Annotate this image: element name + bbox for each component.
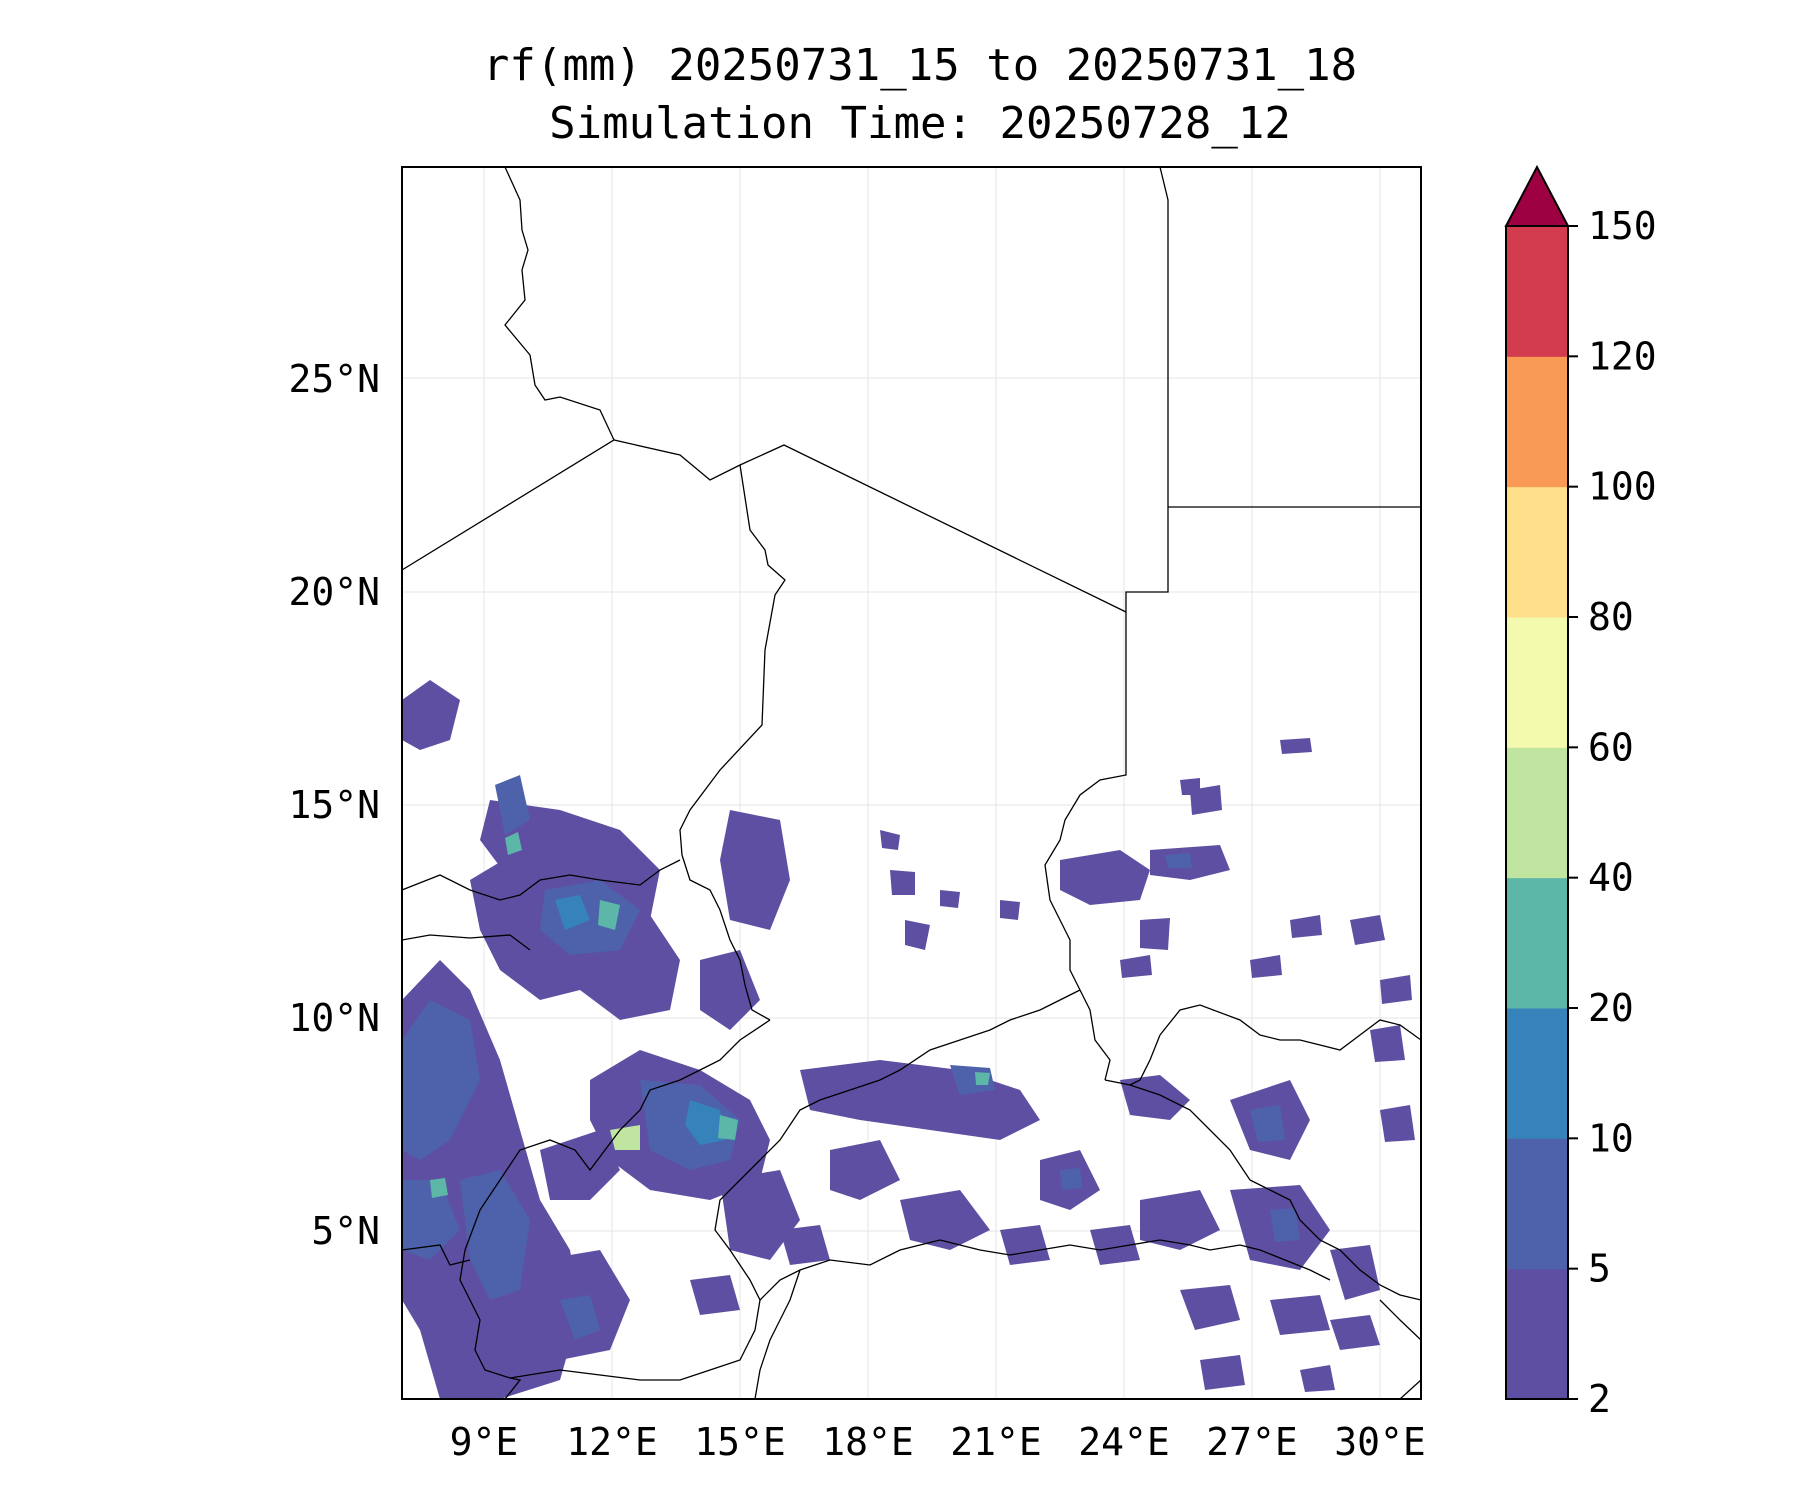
rain-region [690,1275,740,1315]
colorbar-segment [1506,617,1568,748]
map-subtitle: Simulation Time: 20250728_12 [549,98,1291,149]
rain-region [1140,1190,1220,1250]
lon-tick-label: 9°E [450,1420,519,1464]
colorbar-segment [1506,1008,1568,1139]
colorbar-segment [1506,226,1568,357]
rain-region [1270,1295,1330,1335]
rain-region [505,832,522,855]
lat-tick-label: 20°N [288,570,380,614]
rain-region [1120,955,1152,978]
rain-region [1350,915,1385,945]
rain-region [800,1060,1040,1140]
rain-region [1330,1315,1380,1350]
colorbar-tick-label: 150 [1588,204,1657,248]
rain-region [540,1130,620,1200]
rain-region [598,900,620,930]
rain-region [890,870,915,895]
rain-region [1280,738,1312,754]
rain-region [495,775,530,835]
rain-region [610,1125,640,1150]
rain-region [1250,1105,1285,1142]
rain-region [1380,975,1412,1004]
colorbar-tick-label: 80 [1588,595,1634,639]
lat-tick-label: 25°N [288,357,380,401]
rain-region [700,950,760,1030]
rain-region [1000,900,1020,920]
colorbar-tick-label: 10 [1588,1116,1634,1160]
lat-tick-label: 5°N [311,1209,380,1253]
rain-region [555,895,590,930]
rain-region [1165,853,1192,868]
lon-tick-label: 21°E [950,1420,1042,1464]
colorbar-tick-label: 100 [1588,465,1657,509]
rain-region [940,890,960,908]
rain-region [1330,1245,1380,1300]
rain-region [975,1072,990,1085]
rain-region [685,1100,725,1145]
colorbar-tick-label: 40 [1588,856,1634,900]
colorbar-segment [1506,1268,1568,1400]
colorbar-tick-label: 20 [1588,986,1634,1030]
colorbar-tick-label: 5 [1588,1247,1611,1291]
colorbar-segment [1506,1138,1568,1270]
colorbar-tick-label: 120 [1588,334,1657,378]
rain-region [830,1140,900,1200]
rain-region [1270,1208,1300,1242]
rainfall-field [402,680,1415,1399]
lat-tick-label: 15°N [288,783,380,827]
colorbar-tick-label: 60 [1588,725,1634,769]
colorbar-segment [1506,356,1568,488]
colorbar-extend-triangle [1504,164,1570,227]
lon-tick-label: 12°E [566,1420,658,1464]
rain-region [1180,778,1200,795]
rain-region [560,1295,600,1340]
map-frame [401,166,1422,1400]
rain-region [430,1178,448,1198]
rain-region [780,1225,830,1265]
colorbar-segment [1506,747,1568,879]
map-title: rf(mm) 20250731_15 to 20250731_18 [482,40,1358,91]
rain-region [1370,1025,1405,1062]
lon-tick-label: 18°E [822,1420,914,1464]
colorbar-segment [1506,877,1568,1009]
rain-region [720,1170,800,1260]
rain-region [1090,1225,1140,1265]
rain-region [1250,955,1282,978]
rain-region [402,1000,480,1160]
lon-tick-label: 27°E [1206,1420,1298,1464]
rain-region [720,810,790,930]
rain-region [950,1065,995,1095]
rain-region [1060,850,1150,905]
colorbar: 2 5 10 20 40 60 80 100 120 150 [1504,164,1657,1421]
rain-region [460,1170,530,1300]
rain-region [1300,1365,1335,1392]
colorbar-frame [1505,225,1569,1400]
rain-region [1120,1075,1190,1120]
rain-region [1180,1285,1240,1330]
rain-region [905,920,930,950]
lon-tick-label: 15°E [694,1420,786,1464]
rain-region [880,830,900,850]
rain-region [1200,1355,1245,1390]
rain-region [1290,915,1322,938]
rain-region [1060,1168,1082,1190]
country-borders [402,167,1421,1399]
colorbar-tick-label: 2 [1588,1377,1611,1421]
colorbar-segment [1506,486,1568,618]
rain-region [1380,1105,1415,1142]
lat-tick-label: 10°N [288,996,380,1040]
rain-region [402,1180,460,1260]
rain-region [900,1190,990,1250]
lon-tick-label: 30°E [1334,1420,1426,1464]
lon-tick-label: 24°E [1078,1420,1170,1464]
rain-region [718,1115,738,1140]
rain-region [402,680,460,750]
rain-region [1140,918,1170,950]
